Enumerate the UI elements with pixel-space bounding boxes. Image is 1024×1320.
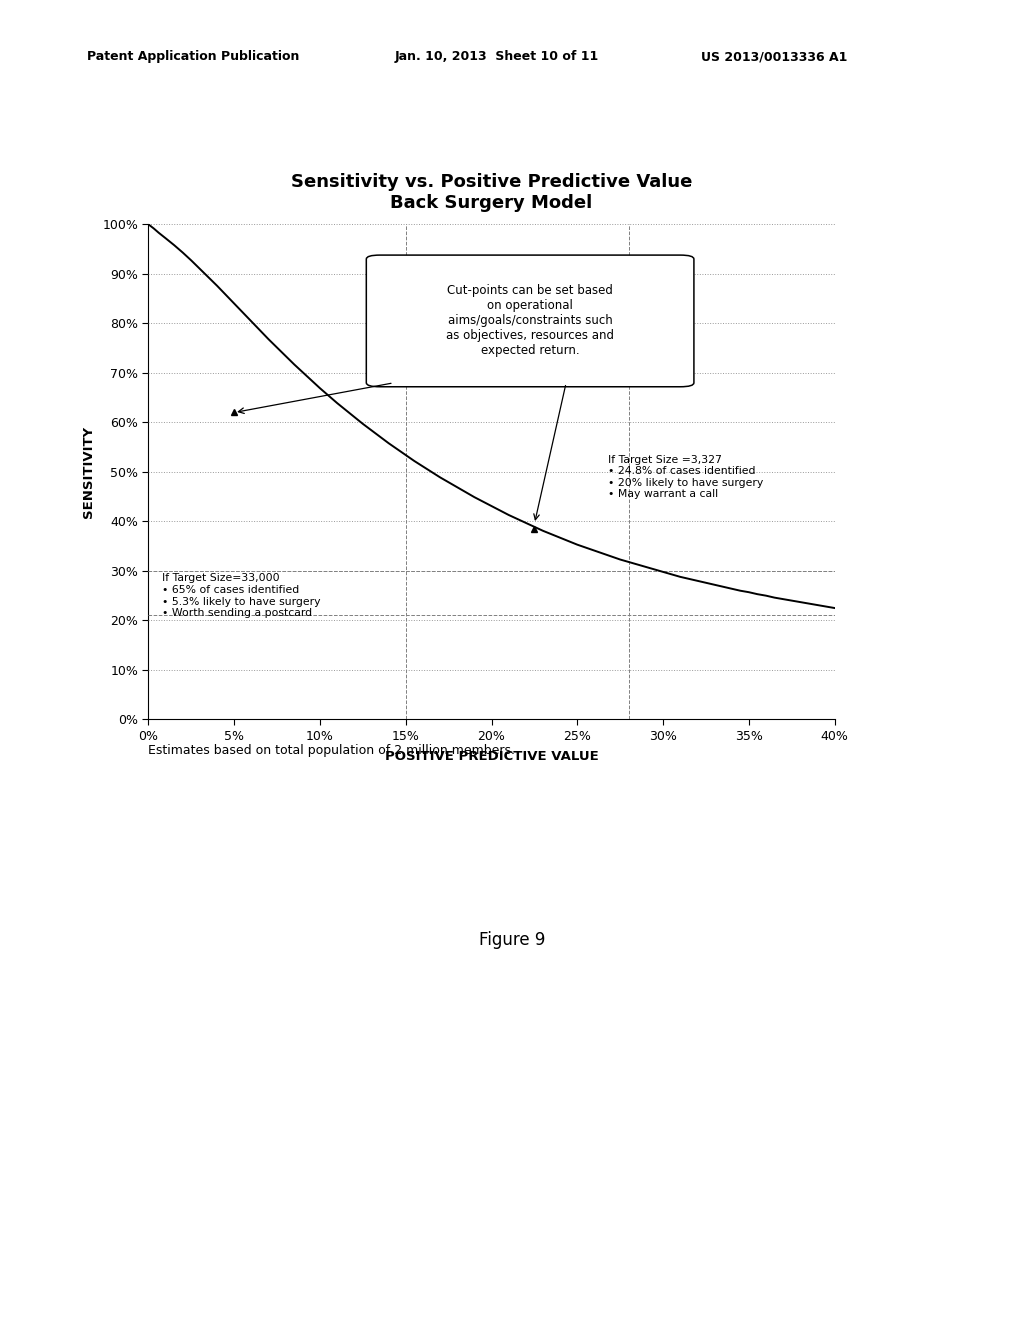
Text: Cut-points can be set based
on operational
aims/goals/constraints such
as object: Cut-points can be set based on operation… (446, 284, 614, 358)
Y-axis label: SENSITIVITY: SENSITIVITY (82, 426, 95, 517)
Text: Estimates based on total population of 2 million members.: Estimates based on total population of 2… (148, 744, 515, 758)
Text: Jan. 10, 2013  Sheet 10 of 11: Jan. 10, 2013 Sheet 10 of 11 (394, 50, 598, 63)
Text: US 2013/0013336 A1: US 2013/0013336 A1 (701, 50, 848, 63)
Text: Patent Application Publication: Patent Application Publication (87, 50, 299, 63)
Title: Sensitivity vs. Positive Predictive Value
Back Surgery Model: Sensitivity vs. Positive Predictive Valu… (291, 173, 692, 211)
FancyBboxPatch shape (367, 255, 694, 387)
X-axis label: POSITIVE PREDICTIVE VALUE: POSITIVE PREDICTIVE VALUE (385, 750, 598, 763)
Text: Figure 9: Figure 9 (479, 931, 545, 949)
Text: If Target Size =3,327
• 24.8% of cases identified
• 20% likely to have surgery
•: If Target Size =3,327 • 24.8% of cases i… (608, 454, 764, 499)
Text: If Target Size=33,000
• 65% of cases identified
• 5.3% likely to have surgery
• : If Target Size=33,000 • 65% of cases ide… (162, 573, 321, 618)
